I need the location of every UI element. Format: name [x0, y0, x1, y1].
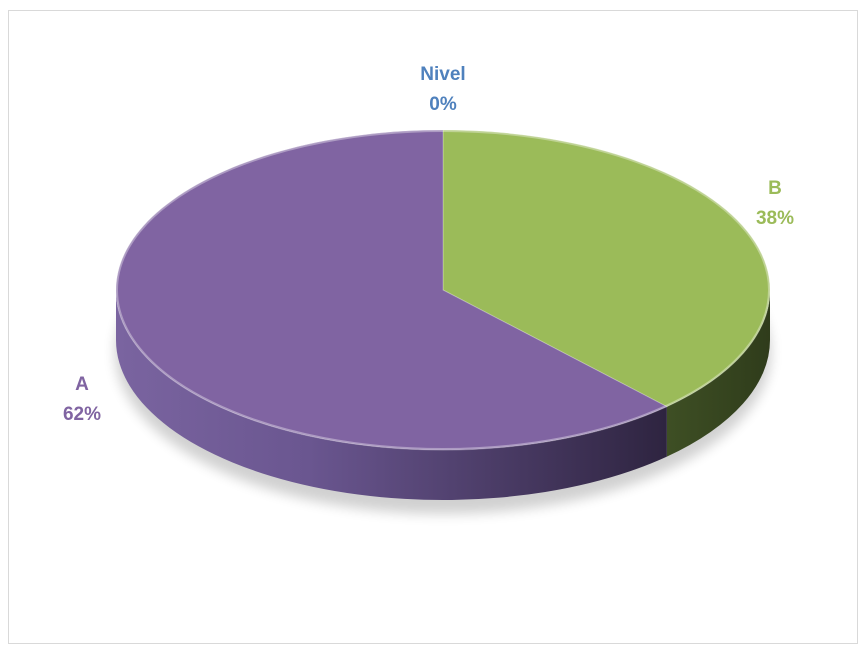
pie-side-b	[666, 290, 770, 457]
pie-slice-a[interactable]	[115, 129, 668, 451]
pie-slice-b[interactable]	[442, 129, 771, 408]
pie-side-a	[116, 290, 667, 500]
data-label-b-category: B	[768, 178, 782, 199]
data-label-a-category: A	[75, 374, 89, 395]
data-label-a-percent: 62%	[63, 404, 101, 425]
data-label-nivel-category: Nivel	[420, 64, 465, 85]
data-label-b-percent: 38%	[756, 208, 794, 229]
pie-rim-highlight	[116, 130, 770, 450]
data-label-nivel-percent: 0%	[429, 94, 457, 115]
